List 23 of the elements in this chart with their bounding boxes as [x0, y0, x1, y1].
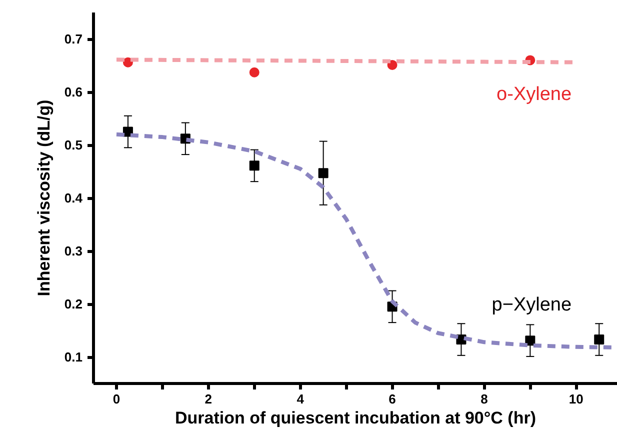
point — [249, 67, 260, 78]
x-tick-label: 0 — [112, 392, 120, 406]
point — [318, 168, 328, 178]
point — [249, 160, 260, 171]
x-axis-title: Duration of quiescent incubation at 90°C (hr) — [175, 408, 536, 428]
y-tick-label: 0.6 — [64, 84, 83, 100]
x-tick-label: 8 — [480, 392, 488, 406]
x-tick-label: 10 — [568, 392, 584, 406]
y-tick-label: 0.7 — [64, 32, 83, 46]
x-tick-label: 2 — [204, 392, 212, 406]
series-label: o-Xylene — [496, 84, 572, 106]
y-tick-label: 0.2 — [64, 296, 83, 312]
point — [525, 336, 536, 346]
y-tick-label: 0.5 — [64, 138, 83, 152]
y-axis-title: Inherent viscosity (dL/g) — [34, 100, 54, 296]
y-tick-label: 0.4 — [64, 190, 84, 206]
x-tick-label: 6 — [388, 392, 396, 406]
point — [594, 334, 604, 345]
x-tick-label: 4 — [296, 392, 305, 406]
y-tick-label: 0.3 — [64, 244, 83, 258]
point — [387, 60, 398, 70]
series-label: p−Xylene — [492, 294, 572, 316]
y-tick-label: 0.1 — [64, 350, 83, 364]
